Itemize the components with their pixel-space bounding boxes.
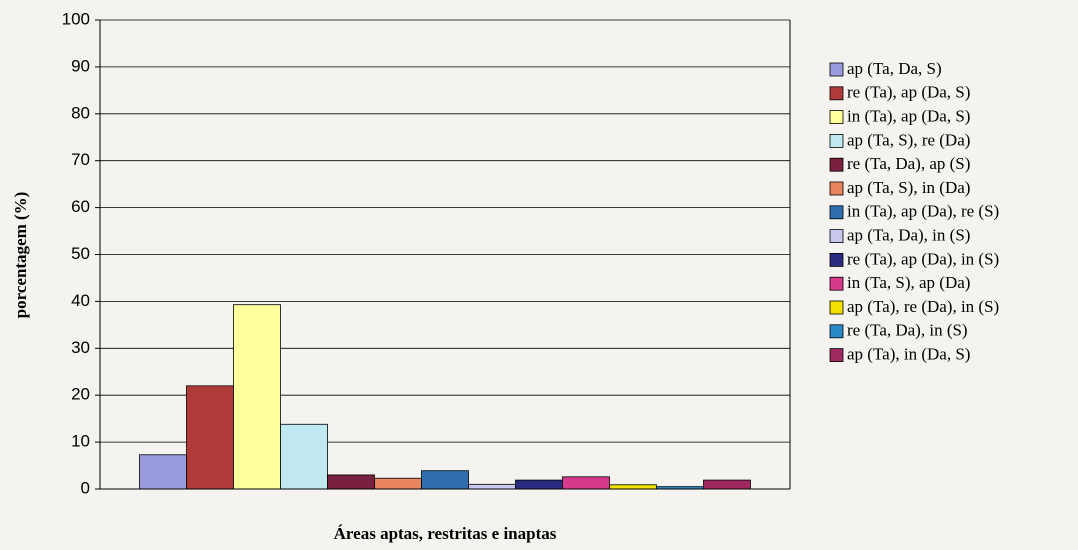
bar (609, 484, 657, 490)
y-axis-label: porcentagem (%) (11, 192, 30, 319)
legend-label: ap (Ta), re (Da), in (S) (847, 297, 999, 316)
legend-swatch (829, 348, 844, 363)
legend-label: ap (Ta, S), re (Da) (847, 130, 970, 149)
y-tick-label: 70 (71, 150, 90, 169)
legend-swatch (829, 86, 844, 101)
legend-swatch (829, 252, 844, 267)
y-tick-label: 90 (71, 56, 90, 75)
bar (562, 476, 610, 490)
bar (421, 470, 469, 490)
legend-swatch (829, 62, 844, 77)
legend-label: re (Ta), ap (Da, S) (847, 83, 970, 102)
legend-label: ap (Ta, Da, S) (847, 59, 942, 78)
legend-label: ap (Ta, Da), in (S) (847, 226, 970, 245)
y-tick-label: 0 (81, 478, 90, 497)
legend-swatch (829, 157, 844, 172)
legend-swatch (829, 276, 844, 291)
bar (374, 477, 422, 490)
legend-label: re (Ta, Da), ap (S) (847, 154, 970, 173)
legend-label: ap (Ta), in (Da, S) (847, 345, 970, 364)
legend-label: in (Ta), ap (Da, S) (847, 107, 970, 126)
y-tick-label: 40 (71, 291, 90, 310)
legend-swatch (829, 229, 844, 244)
bar (280, 423, 328, 490)
legend-label: in (Ta), ap (Da), re (S) (847, 202, 999, 221)
legend-swatch (829, 300, 844, 315)
legend-swatch (829, 133, 844, 148)
y-tick-label: 60 (71, 197, 90, 216)
y-tick-label: 10 (71, 432, 90, 451)
bar (703, 479, 751, 490)
bar (139, 454, 187, 490)
legend-swatch (829, 324, 844, 339)
legend-swatch (829, 110, 844, 124)
legend-label: in (Ta, S), ap (Da) (847, 273, 970, 292)
y-tick-label: 30 (71, 338, 90, 357)
legend-label: ap (Ta, S), in (Da) (847, 178, 970, 197)
legend-label: re (Ta), ap (Da), in (S) (847, 249, 999, 268)
legend-swatch (829, 181, 844, 196)
x-axis-label: Áreas aptas, restritas e inaptas (334, 524, 557, 543)
bar (515, 479, 563, 490)
bar (186, 385, 234, 490)
bar (468, 483, 516, 490)
y-tick-label: 50 (71, 244, 90, 263)
bar (233, 304, 281, 490)
y-tick-label: 80 (71, 103, 90, 122)
legend-swatch (829, 205, 844, 220)
bar (327, 474, 375, 490)
legend-label: re (Ta, Da), in (S) (847, 321, 968, 340)
y-tick-label: 20 (71, 385, 90, 404)
y-tick-label: 100 (62, 9, 90, 28)
